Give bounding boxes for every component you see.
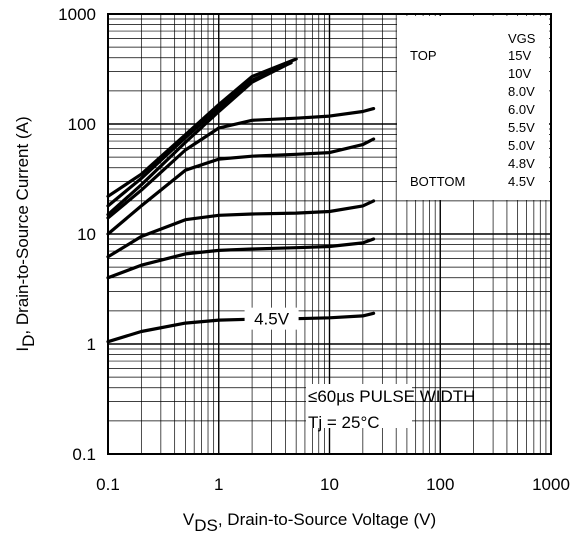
tick-labels: 0.1 1 10 100 1000 0.1 1 10 100 1000 <box>58 5 570 494</box>
legend-box <box>397 16 549 200</box>
y-axis-title-sub: D <box>19 335 38 347</box>
legend-entry: 15V <box>508 48 531 63</box>
plot-frame <box>107 13 552 455</box>
pulse-width-label: ≤60µs PULSE WIDTH <box>308 387 475 406</box>
legend-entry: 5.0V <box>508 138 535 153</box>
legend-entries: 15V 10V 8.0V 6.0V 5.5V 5.0V 4.8V 4.5V <box>508 48 535 189</box>
y-tick-label: 1000 <box>58 5 96 24</box>
series-line-15V <box>106 57 298 198</box>
series-group <box>106 57 376 344</box>
x-tick-label: 1000 <box>532 475 570 494</box>
y-axis-title-rest: , Drain-to-Source Current (A) <box>13 116 32 334</box>
x-tick-label: 0.1 <box>96 475 120 494</box>
x-axis-title-rest: , Drain-to-Source Voltage (V) <box>218 510 436 529</box>
annot-bg-left <box>306 384 412 428</box>
legend: VGS TOP BOTTOM 15V 10V 8.0V 6.0V 5.5V 5.0V 4.8… <box>410 31 536 189</box>
series-line-5.0V <box>106 199 376 259</box>
y-tick-label: 100 <box>68 115 96 134</box>
curve-label: 4.5V <box>254 310 290 329</box>
y-axis-title-main: I <box>13 347 32 352</box>
tj-label: Tj = 25°C <box>308 413 380 432</box>
annotations: 4.5V ≤60µs PULSE WIDTH Tj = 25°C <box>244 307 475 432</box>
series-line-6.0V <box>106 106 376 220</box>
y-tick-label: 10 <box>77 225 96 244</box>
x-tick-label: 10 <box>320 475 339 494</box>
series-line-4.8V <box>106 237 376 280</box>
x-tick-label: 1 <box>214 475 223 494</box>
legend-bottom-label: BOTTOM <box>410 174 465 189</box>
y-axis-title: ID, Drain-to-Source Current (A) <box>13 116 38 351</box>
legend-entry: 4.5V <box>508 174 535 189</box>
curve-label-bg <box>244 307 299 330</box>
legend-entry: 5.5V <box>508 120 535 135</box>
x-axis-title: VDS, Drain-to-Source Voltage (V) <box>183 510 436 535</box>
x-axis-title-sub: DS <box>194 516 218 535</box>
legend-entry: 6.0V <box>508 102 535 117</box>
series-line-5.5V <box>106 137 376 236</box>
series-line-4.5V <box>106 311 376 344</box>
y-tick-label: 0.1 <box>72 445 96 464</box>
legend-top-label: TOP <box>410 48 437 63</box>
legend-entry: 8.0V <box>508 84 535 99</box>
series-line-8.0V <box>106 63 287 217</box>
legend-entry: 4.8V <box>508 156 535 171</box>
y-tick-label: 1 <box>87 335 96 354</box>
x-axis-title-main: V <box>183 510 195 529</box>
legend-entry: 10V <box>508 66 531 81</box>
legend-header: VGS <box>508 31 536 46</box>
x-tick-label: 100 <box>426 475 454 494</box>
